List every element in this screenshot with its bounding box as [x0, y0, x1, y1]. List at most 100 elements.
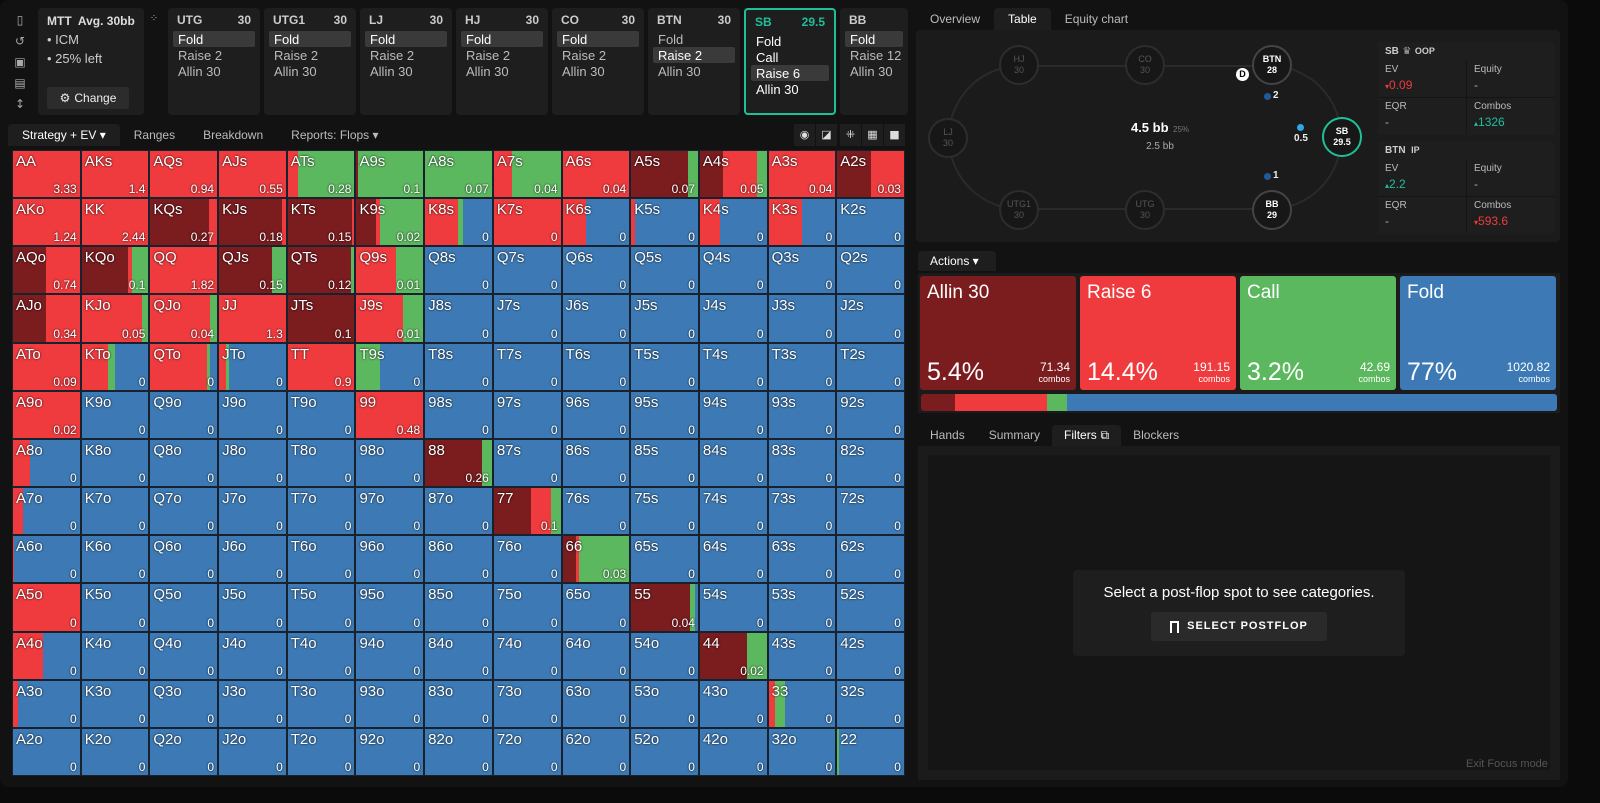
- hand-cell[interactable]: Q2s 0: [836, 246, 905, 295]
- hand-cell[interactable]: 22 0: [836, 727, 905, 776]
- hand-cell[interactable]: K4o 0: [80, 631, 150, 680]
- hand-cell[interactable]: J4s 0: [698, 294, 768, 343]
- save-icon[interactable]: ▣: [14, 55, 26, 69]
- action-option[interactable]: Allin 30: [562, 64, 605, 79]
- hand-cell[interactable]: 32s 0: [836, 679, 905, 728]
- tab-table[interactable]: Table: [994, 8, 1051, 30]
- hand-cell[interactable]: K2s 0: [836, 198, 905, 247]
- seat-co[interactable]: CO 30: [1125, 45, 1165, 85]
- hand-cell[interactable]: 87o 0: [424, 487, 493, 536]
- hand-cell[interactable]: AKs 1.4: [80, 150, 150, 199]
- hand-cell[interactable]: 86s 0: [561, 438, 631, 488]
- action-option[interactable]: Raise 2: [370, 48, 415, 63]
- seat-btn[interactable]: BTN 28: [1252, 45, 1292, 85]
- hand-cell[interactable]: K4s 0: [698, 198, 768, 247]
- hand-cell[interactable]: KQo 0.1: [80, 246, 150, 295]
- hand-cell[interactable]: 75o 0: [492, 583, 562, 632]
- hand-cell[interactable]: 42o 0: [698, 727, 768, 776]
- hand-cell[interactable]: J5s 0: [630, 294, 699, 343]
- hand-cell[interactable]: 74s 0: [698, 487, 768, 536]
- hand-cell[interactable]: T5s 0: [630, 342, 699, 391]
- hand-cell[interactable]: 84o 0: [424, 631, 493, 680]
- hand-cell[interactable]: 73o 0: [492, 679, 562, 728]
- hand-cell[interactable]: Q8s 0: [424, 246, 493, 295]
- hand-cell[interactable]: Q9s 0.01: [355, 246, 425, 295]
- hand-cell[interactable]: T4s 0: [698, 342, 768, 391]
- hand-cell[interactable]: J2s 0: [836, 294, 905, 343]
- hand-cell[interactable]: K6s 0: [561, 198, 631, 247]
- bookmark-icon[interactable]: ▯: [16, 13, 24, 27]
- hand-cell[interactable]: A5o 0: [12, 583, 81, 632]
- hand-cell[interactable]: ATo 0.09: [12, 342, 81, 391]
- hand-cell[interactable]: QJs 0.15: [218, 246, 287, 295]
- action-option[interactable]: Raise 2: [274, 48, 319, 63]
- hand-cell[interactable]: 94o 0: [355, 631, 425, 680]
- hand-cell[interactable]: Q3s 0: [767, 246, 837, 295]
- hand-cell[interactable]: 95s 0: [630, 390, 699, 439]
- hand-cell[interactable]: Q2o 0: [149, 727, 219, 776]
- grid-icon[interactable]: ▦: [862, 124, 883, 146]
- hand-cell[interactable]: AJs 0.55: [218, 150, 287, 199]
- hand-cell[interactable]: A8s 0.07: [424, 150, 493, 199]
- hand-cell[interactable]: 66 0.03: [561, 535, 631, 584]
- hand-cell[interactable]: Q7o 0: [149, 487, 219, 536]
- hand-cell[interactable]: A9o 0.02: [12, 390, 81, 439]
- hand-cell[interactable]: 53s 0: [767, 583, 837, 632]
- hand-cell[interactable]: K8s 0: [424, 198, 493, 247]
- action-card-call[interactable]: Call 3.2% 42.69 combos: [1240, 276, 1396, 390]
- hand-cell[interactable]: Q4o 0: [149, 631, 219, 680]
- hand-cell[interactable]: A9s 0.1: [355, 150, 425, 199]
- hand-cell[interactable]: Q5o 0: [149, 583, 219, 632]
- hand-cell[interactable]: 72s 0: [836, 487, 905, 536]
- hand-cell[interactable]: T2s 0: [836, 342, 905, 391]
- hand-cell[interactable]: J3s 0: [767, 294, 837, 343]
- hand-cell[interactable]: T6o 0: [286, 535, 356, 584]
- actions-dropdown[interactable]: Actions ▾: [918, 251, 996, 271]
- hand-cell[interactable]: K2o 0: [80, 727, 150, 776]
- hand-cell[interactable]: 76o 0: [492, 535, 562, 584]
- action-option[interactable]: Call: [756, 50, 779, 65]
- action-option[interactable]: Allin 30: [274, 64, 317, 79]
- hand-cell[interactable]: J4o 0: [218, 631, 287, 680]
- hand-cell[interactable]: 63o 0: [561, 679, 631, 728]
- hand-cell[interactable]: 44 0.02: [698, 631, 768, 680]
- hand-cell[interactable]: 93s 0: [767, 390, 837, 439]
- hand-cell[interactable]: 63s 0: [767, 535, 837, 584]
- tab-hands[interactable]: Hands: [930, 428, 965, 442]
- tab-ranges[interactable]: Ranges: [133, 128, 176, 142]
- hand-cell[interactable]: J6s 0: [561, 294, 631, 343]
- tab-breakdown[interactable]: Breakdown: [203, 128, 264, 142]
- hand-cell[interactable]: A7o 0: [12, 487, 81, 536]
- action-option[interactable]: Raise 2: [562, 48, 607, 63]
- compact-icon[interactable]: ⁜: [840, 124, 861, 146]
- hand-cell[interactable]: 33 0: [767, 679, 837, 728]
- hand-cell[interactable]: J5o 0: [218, 583, 287, 632]
- hand-cell[interactable]: 64s 0: [698, 535, 768, 584]
- action-option[interactable]: Fold: [845, 31, 903, 47]
- hand-cell[interactable]: K6o 0: [80, 535, 150, 584]
- hand-cell[interactable]: Q4s 0: [698, 246, 768, 295]
- exit-focus-mode-link[interactable]: Exit Focus mode: [1466, 758, 1548, 770]
- hand-cell[interactable]: A2s 0.03: [836, 150, 905, 199]
- hand-cell[interactable]: 85o 0: [424, 583, 493, 632]
- hand-cell[interactable]: JTo 0: [218, 342, 287, 391]
- hand-cell[interactable]: Q6s 0: [561, 246, 631, 295]
- hand-cell[interactable]: Q3o 0: [149, 679, 219, 728]
- hand-cell[interactable]: 98s 0: [424, 390, 493, 439]
- square-icon[interactable]: ■: [884, 124, 905, 146]
- hand-cell[interactable]: KTo 0: [80, 342, 150, 391]
- hand-cell[interactable]: AKo 1.24: [12, 198, 81, 247]
- hand-cell[interactable]: A6o 0: [12, 535, 81, 584]
- hand-cell[interactable]: J7o 0: [218, 487, 287, 536]
- hand-cell[interactable]: 86o 0: [424, 535, 493, 584]
- hand-cell[interactable]: J2o 0: [218, 727, 287, 776]
- action-card-fold[interactable]: Fold 77% 1020.82 combos: [1400, 276, 1556, 390]
- hand-cell[interactable]: 97o 0: [355, 487, 425, 536]
- hand-cell[interactable]: A2o 0: [12, 727, 81, 776]
- hand-cell[interactable]: 32o 0: [767, 727, 837, 776]
- hand-cell[interactable]: T8s 0: [424, 342, 493, 391]
- hand-cell[interactable]: 64o 0: [561, 631, 631, 680]
- hand-cell[interactable]: AA 3.33: [12, 150, 81, 199]
- hand-cell[interactable]: T5o 0: [286, 583, 356, 632]
- hand-cell[interactable]: 42s 0: [836, 631, 905, 680]
